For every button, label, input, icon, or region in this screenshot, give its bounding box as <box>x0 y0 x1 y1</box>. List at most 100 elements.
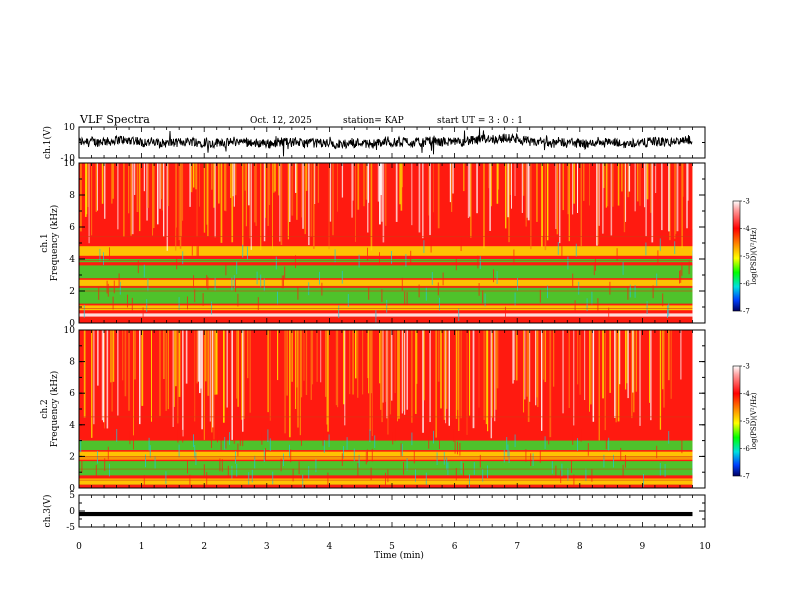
spec-streak <box>470 163 472 238</box>
spec-streak <box>526 330 528 397</box>
spec-speckle <box>517 278 518 291</box>
spec-speckle <box>459 442 461 456</box>
spec-streak <box>215 330 218 395</box>
spec-speckle <box>387 469 389 483</box>
spec-streak <box>536 163 538 222</box>
spec-speckle <box>401 277 403 291</box>
spec-streak <box>269 330 271 421</box>
spec-speckle <box>379 252 380 266</box>
spec-speckle <box>239 433 241 446</box>
spec-speckle <box>353 448 355 462</box>
colorbar-tick-label: -6 <box>743 445 750 453</box>
spec-streak <box>337 330 339 408</box>
spec-speckle <box>109 247 110 261</box>
spec-streak <box>530 163 532 250</box>
spec-streak <box>91 330 93 438</box>
x-tick-label: 8 <box>577 542 583 552</box>
spec-streak <box>509 163 512 196</box>
spec-speckle <box>131 297 133 311</box>
spec-streak <box>615 330 618 423</box>
spec-speckle <box>473 462 475 475</box>
spec-streak <box>669 163 671 241</box>
spec-speckle <box>269 438 271 451</box>
spec-streak <box>403 330 404 412</box>
spec-speckle <box>129 431 131 445</box>
spec-speckle <box>224 436 226 450</box>
spec-streak <box>610 163 613 236</box>
spec-streak <box>110 330 112 383</box>
spec-streak <box>435 330 437 438</box>
x-tick-label: 3 <box>264 542 270 552</box>
spec-speckle <box>403 462 404 475</box>
spec-speckle <box>692 460 693 474</box>
spec-speckle <box>145 454 146 468</box>
spec-speckle <box>195 452 197 466</box>
spec-streak <box>320 330 322 383</box>
spec-streak <box>659 330 662 430</box>
spec-streak <box>627 163 630 198</box>
spec-streak <box>415 330 417 414</box>
spec-streak <box>124 330 127 397</box>
spec-streak <box>236 330 238 399</box>
x-tick-label: 5 <box>389 542 395 552</box>
spec-streak <box>494 330 496 422</box>
spec-speckle <box>622 262 624 275</box>
spec-speckle <box>280 458 282 472</box>
spec-streak <box>291 330 293 382</box>
spec-streak <box>370 330 372 394</box>
spec-speckle <box>674 241 676 255</box>
y-tick-label: -5 <box>66 523 75 533</box>
spec-speckle <box>514 292 516 306</box>
spec-streak <box>511 163 512 209</box>
spec-speckle <box>577 438 578 451</box>
spec-streak <box>291 163 294 216</box>
spec-streak <box>631 330 633 419</box>
spec-speckle <box>616 248 618 262</box>
spec-speckle <box>595 258 596 271</box>
spec-speckle <box>323 440 325 453</box>
spec-streak <box>437 163 440 229</box>
spec-speckle <box>319 271 320 285</box>
spec-streak <box>134 163 136 195</box>
spec-streak <box>225 163 227 212</box>
spec-streak <box>163 330 165 380</box>
spec-streak <box>512 330 514 384</box>
spec-speckle <box>112 296 114 310</box>
spec-streak <box>627 330 629 399</box>
spec-streak <box>644 163 646 208</box>
spec-streak <box>380 330 382 410</box>
spec-speckle <box>103 252 104 265</box>
ch1-colorbar: -3 -4 -5 -6 -7 log(PSD)(V²/Hz) <box>732 198 758 316</box>
spec-streak <box>367 163 369 233</box>
spec-speckle <box>233 431 235 444</box>
spec-streak <box>521 163 523 213</box>
spec-streak <box>367 330 369 379</box>
spec-streak <box>674 163 676 239</box>
spec-streak <box>223 330 225 423</box>
spec-speckle <box>322 433 324 446</box>
spec-streak <box>160 163 163 200</box>
spec-streak <box>352 330 354 395</box>
spec-streak <box>245 163 247 227</box>
spec-speckle <box>265 448 266 461</box>
colorbar-tick-label: -7 <box>743 473 750 481</box>
spec-speckle <box>81 460 83 473</box>
spec-speckle <box>608 437 610 451</box>
spec-band <box>79 305 693 311</box>
spec-streak <box>495 330 497 410</box>
spec-band <box>79 265 693 279</box>
spec-streak <box>157 163 159 225</box>
spec-streak <box>508 163 510 243</box>
ch3-waveform-panel: 5 0 -5 ch.3(V) <box>42 491 706 533</box>
spec-speckle <box>118 273 120 287</box>
spec-speckle <box>423 240 425 253</box>
spec-streak <box>85 163 87 217</box>
spec-speckle <box>668 302 670 316</box>
spec-streak <box>166 163 169 251</box>
spec-speckle <box>392 431 394 445</box>
spec-streak <box>278 163 280 196</box>
spec-streak <box>111 330 113 412</box>
spec-streak <box>429 330 431 423</box>
spec-speckle <box>321 282 323 296</box>
spec-streak <box>623 163 626 233</box>
